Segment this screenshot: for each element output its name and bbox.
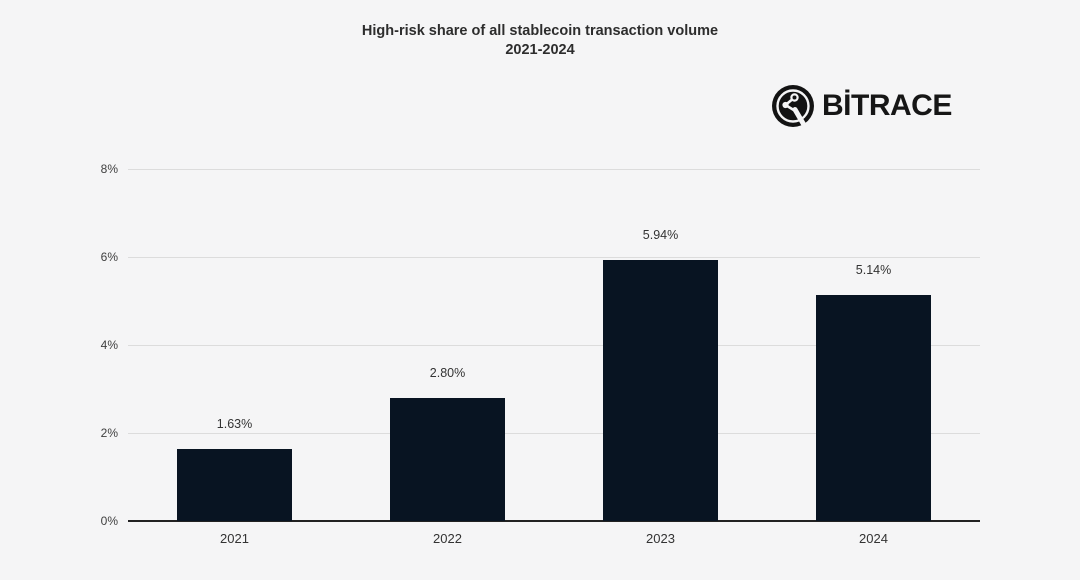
bar-slot-2024: 5.14%	[767, 169, 980, 521]
bar-2023	[603, 259, 718, 521]
bar-value-label: 5.94%	[642, 227, 679, 242]
chart-title: High-risk share of all stablecoin transa…	[0, 22, 1080, 60]
chart-title-line2: 2021-2024	[505, 42, 575, 58]
gridlines-layer: 0% 2% 4% 6% 8%	[101, 162, 980, 528]
bar-value-label: 1.63%	[216, 417, 253, 432]
brand-logo: BİTRACE	[771, 84, 952, 128]
gridline-2%	[128, 433, 980, 434]
x-axis-labels: 2021 2022 2023 2024	[128, 531, 980, 546]
x-category-label: 2022	[433, 531, 462, 546]
plot-area: 0% 2% 4% 6% 8% 1.63% 2.80% 5.94% 5.14%	[101, 162, 980, 528]
x-axis-line	[128, 520, 980, 522]
y-tick-label: 0%	[100, 514, 118, 528]
gridline-4%	[128, 345, 980, 346]
bar-2022	[390, 397, 505, 521]
bar-value-label: 5.14%	[855, 262, 892, 277]
bar-slot-2023: 5.94%	[554, 169, 767, 521]
gridline-8%	[128, 169, 980, 170]
chart-title-line1: High-risk share of all stablecoin transa…	[361, 23, 719, 39]
gridline-6%	[128, 257, 980, 258]
brand-name: BİTRACE	[822, 89, 952, 122]
x-category-label: 2023	[646, 531, 675, 546]
bar-2021	[177, 449, 292, 521]
y-tick-label: 4%	[100, 338, 118, 352]
x-category-label: 2021	[220, 531, 249, 546]
y-tick-label: 2%	[100, 426, 118, 440]
bar-slot-2022: 2.80%	[341, 169, 554, 521]
x-category-label: 2024	[859, 531, 888, 546]
bar-2024	[816, 294, 931, 521]
bitrace-logo-icon	[772, 85, 814, 128]
bar-slot-2021: 1.63%	[128, 169, 341, 521]
y-tick-label: 8%	[100, 162, 118, 176]
bar-value-label: 2.80%	[429, 365, 466, 380]
y-tick-label: 6%	[100, 250, 118, 264]
bars-row: 1.63% 2.80% 5.94% 5.14%	[128, 169, 980, 521]
